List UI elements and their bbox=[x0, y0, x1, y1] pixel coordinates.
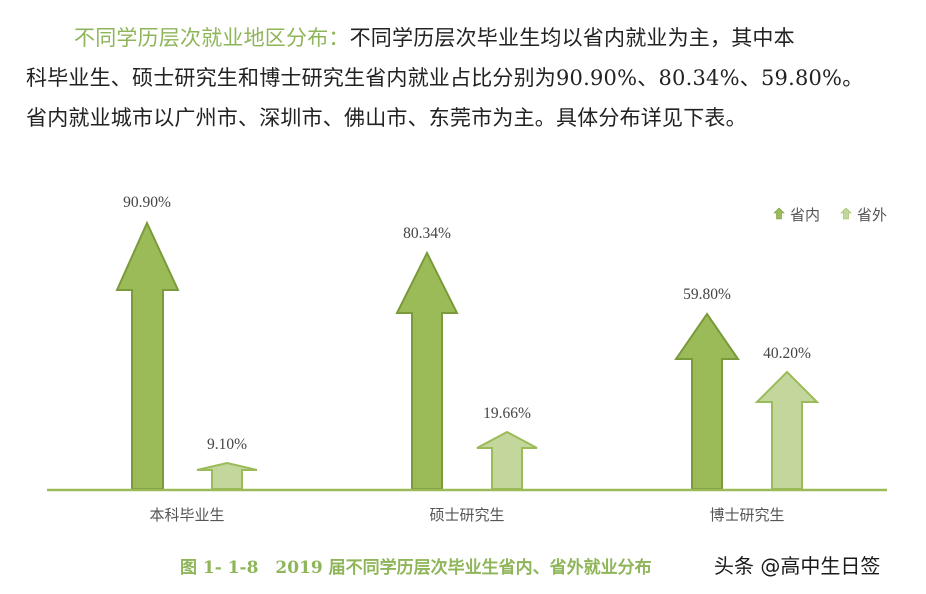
category-label-doctor: 博士研究生 bbox=[709, 506, 784, 524]
inside-value-doctor: 59.80% bbox=[683, 286, 731, 303]
legend-outside: 省外 bbox=[840, 206, 887, 224]
bar-group-master: 80.34% 19.66% 硕士研究生 bbox=[395, 225, 538, 524]
outside-value-doctor: 40.20% bbox=[763, 345, 811, 362]
paragraph-line-2: 科毕业生、硕士研究生和博士研究生省内就业占比分别为90.90%、80.34%、5… bbox=[26, 66, 864, 90]
legend-inside: 省内 bbox=[773, 206, 820, 224]
paragraph-heading: 不同学历层次就业地区分布： bbox=[74, 26, 350, 50]
paragraph-line-3: 省内就业城市以广州市、深圳市、佛山市、东莞市为主。具体分布详见下表。 bbox=[26, 106, 747, 130]
inside-value-undergraduate: 90.90% bbox=[123, 194, 171, 211]
legend-outside-label: 省外 bbox=[857, 206, 887, 224]
outside-value-master: 19.66% bbox=[483, 405, 531, 422]
outside-arrow-doctor bbox=[754, 370, 820, 490]
inside-arrow-master bbox=[395, 250, 459, 490]
category-label-undergraduate: 本科毕业生 bbox=[149, 506, 224, 524]
legend-inside-arrow-icon bbox=[773, 207, 785, 220]
chart-legend: 省内 省外 bbox=[773, 206, 887, 224]
figure-caption: 图 1- 1-8 2019 届不同学历层次毕业生省内、省外就业分布 bbox=[180, 558, 652, 578]
paragraph-line-1-text: 不同学历层次毕业生均以省内就业为主，其中本 bbox=[349, 26, 795, 50]
outside-value-undergraduate: 9.10% bbox=[207, 436, 247, 453]
inside-arrow-undergraduate bbox=[115, 220, 180, 490]
legend-inside-label: 省内 bbox=[790, 206, 820, 224]
bar-group-doctor: 59.80% 40.20% 博士研究生 bbox=[674, 286, 820, 524]
outside-arrow-undergraduate bbox=[196, 461, 258, 490]
bar-group-undergraduate: 90.90% 9.10% 本科毕业生 bbox=[115, 194, 258, 524]
legend-outside-arrow-icon bbox=[840, 207, 852, 220]
watermark: 头条 @高中生日签 bbox=[714, 554, 881, 578]
outside-arrow-master bbox=[476, 430, 538, 490]
inside-arrow-doctor bbox=[674, 312, 740, 490]
paragraph-line-1: 不同学历层次就业地区分布：不同学历层次毕业生均以省内就业为主，其中本 bbox=[74, 18, 795, 58]
inside-value-master: 80.34% bbox=[403, 225, 451, 242]
category-label-master: 硕士研究生 bbox=[429, 506, 504, 524]
